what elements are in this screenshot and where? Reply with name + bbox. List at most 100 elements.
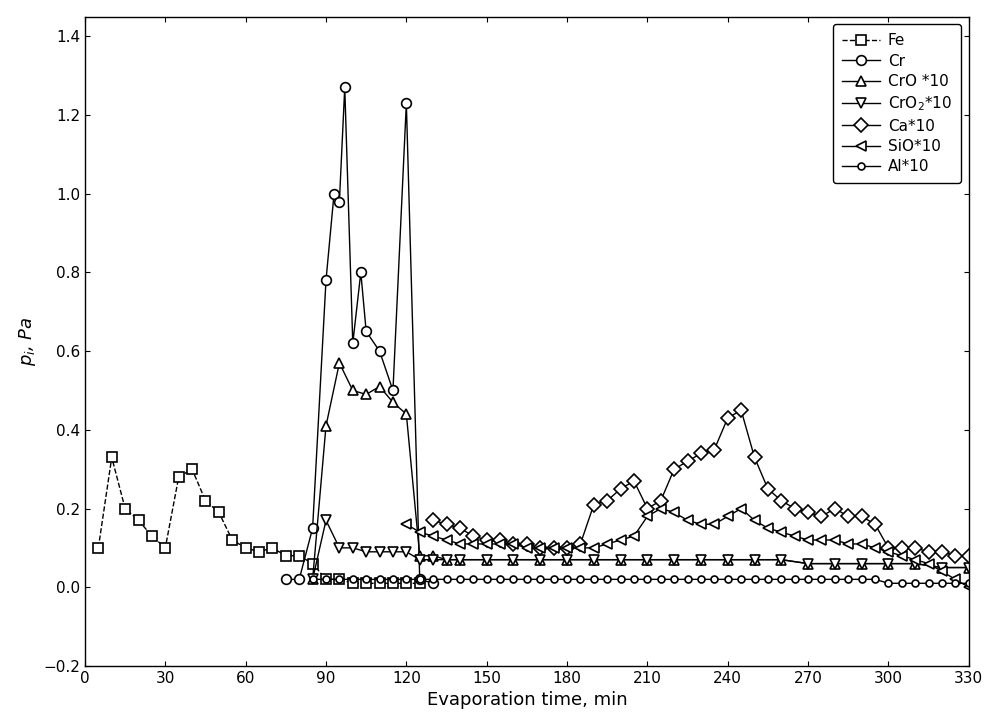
CrO$_2$*10 <box>936 563 948 572</box>
Al*10 <box>668 575 680 584</box>
SiO*10 <box>695 520 707 529</box>
Al*10 <box>762 575 774 584</box>
Al*10 <box>923 579 935 587</box>
Fe <box>333 575 345 584</box>
CrO *10 <box>333 359 345 367</box>
Ca*10 <box>775 497 787 505</box>
CrO *10 <box>882 559 894 568</box>
SiO*10 <box>682 516 694 525</box>
SiO*10 <box>762 524 774 533</box>
Al*10 <box>641 575 653 584</box>
Al*10 <box>360 575 372 584</box>
Al*10 <box>815 575 827 584</box>
CrO *10 <box>534 555 546 564</box>
Fe <box>133 516 145 525</box>
Cr <box>333 197 345 206</box>
Ca*10 <box>454 524 466 533</box>
SiO*10 <box>628 531 640 540</box>
SiO*10 <box>909 555 921 564</box>
SiO*10 <box>400 520 412 529</box>
CrO *10 <box>374 382 386 391</box>
Al*10 <box>882 579 894 587</box>
SiO*10 <box>775 528 787 537</box>
Al*10 <box>347 575 359 584</box>
Al*10 <box>374 575 386 584</box>
SiO*10 <box>561 544 573 552</box>
CrO *10 <box>829 559 841 568</box>
Cr <box>387 386 399 395</box>
Line: CrO *10: CrO *10 <box>308 358 974 584</box>
Al*10 <box>789 575 801 584</box>
CrO$_2$*10 <box>775 555 787 564</box>
CrO *10 <box>481 555 493 564</box>
SiO*10 <box>427 531 439 540</box>
Cr <box>328 189 340 198</box>
Ca*10 <box>682 457 694 465</box>
SiO*10 <box>842 539 854 548</box>
SiO*10 <box>815 536 827 544</box>
CrO$_2$*10 <box>829 559 841 568</box>
SiO*10 <box>708 520 720 529</box>
CrO *10 <box>775 555 787 564</box>
SiO*10 <box>507 539 519 548</box>
Ca*10 <box>588 500 600 509</box>
Ca*10 <box>655 497 667 505</box>
Al*10 <box>601 575 613 584</box>
SiO*10 <box>789 531 801 540</box>
Legend: Fe, Cr, CrO *10, CrO$_2$*10, Ca*10, SiO*10, Al*10: Fe, Cr, CrO *10, CrO$_2$*10, Ca*10, SiO*… <box>833 24 961 184</box>
SiO*10 <box>829 536 841 544</box>
Ca*10 <box>427 516 439 525</box>
SiO*10 <box>641 512 653 521</box>
Al*10 <box>561 575 573 584</box>
Ca*10 <box>949 551 961 560</box>
SiO*10 <box>923 559 935 568</box>
Fe <box>106 453 118 462</box>
CrO *10 <box>454 555 466 564</box>
Al*10 <box>494 575 506 584</box>
Cr <box>400 99 412 107</box>
SiO*10 <box>896 551 908 560</box>
SiO*10 <box>856 539 868 548</box>
Cr <box>360 327 372 336</box>
Ca*10 <box>481 536 493 544</box>
CrO$_2$*10 <box>909 559 921 568</box>
Ca*10 <box>561 544 573 552</box>
SiO*10 <box>802 536 814 544</box>
CrO$_2$*10 <box>802 559 814 568</box>
CrO *10 <box>588 555 600 564</box>
SiO*10 <box>574 544 586 552</box>
CrO$_2$*10 <box>441 555 453 564</box>
Ca*10 <box>708 445 720 454</box>
Cr <box>427 579 439 587</box>
CrO *10 <box>414 551 426 560</box>
Al*10 <box>896 579 908 587</box>
Ca*10 <box>735 406 747 415</box>
Ca*10 <box>923 547 935 556</box>
Al*10 <box>708 575 720 584</box>
SiO*10 <box>615 536 627 544</box>
CrO *10 <box>641 555 653 564</box>
CrO *10 <box>749 555 761 564</box>
Ca*10 <box>615 484 627 493</box>
Ca*10 <box>722 414 734 423</box>
Cr <box>414 575 426 584</box>
Al*10 <box>548 575 560 584</box>
Al*10 <box>856 575 868 584</box>
CrO$_2$*10 <box>749 555 761 564</box>
Cr <box>320 276 332 285</box>
Fe <box>253 547 265 556</box>
CrO *10 <box>963 563 975 572</box>
Ca*10 <box>507 539 519 548</box>
SiO*10 <box>882 547 894 556</box>
SiO*10 <box>534 544 546 552</box>
SiO*10 <box>949 575 961 584</box>
Fe <box>92 544 104 552</box>
CrO$_2$*10 <box>963 563 975 572</box>
Ca*10 <box>842 512 854 521</box>
CrO *10 <box>615 555 627 564</box>
Al*10 <box>333 575 345 584</box>
Al*10 <box>387 575 399 584</box>
Ca*10 <box>829 504 841 513</box>
Fe <box>146 531 158 540</box>
Fe <box>240 544 252 552</box>
